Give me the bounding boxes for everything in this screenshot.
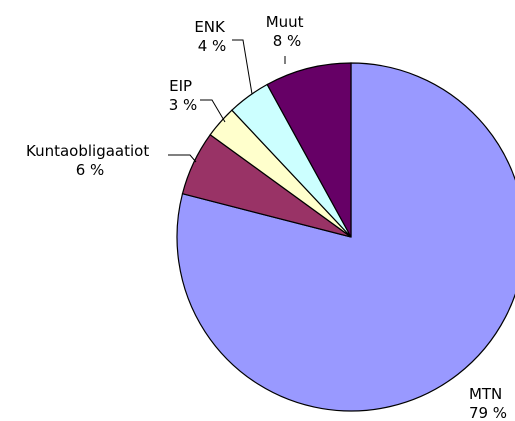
label-kuntaobligaatiot: Kuntaobligaatiot 6 % (26, 142, 154, 179)
leader-line-eip (200, 99, 226, 123)
slice-labels: Kuntaobligaatiot 6 % EIP 3 % ENK 4 % Muu… (26, 13, 507, 421)
pie-slice-muut (266, 62, 352, 238)
label-eip: EIP 3 % (169, 77, 198, 114)
leader-line-enk (232, 39, 253, 95)
leader-line-kuntaobligaatiot (168, 154, 197, 163)
label-mtn: MTN 79 % (469, 385, 507, 421)
pie-slice-mtn (176, 62, 515, 412)
label-muut: Muut 8 % (266, 13, 309, 50)
pie-slices (176, 62, 515, 412)
label-enk: ENK 4 % (194, 18, 229, 55)
leader-lines (168, 39, 286, 163)
